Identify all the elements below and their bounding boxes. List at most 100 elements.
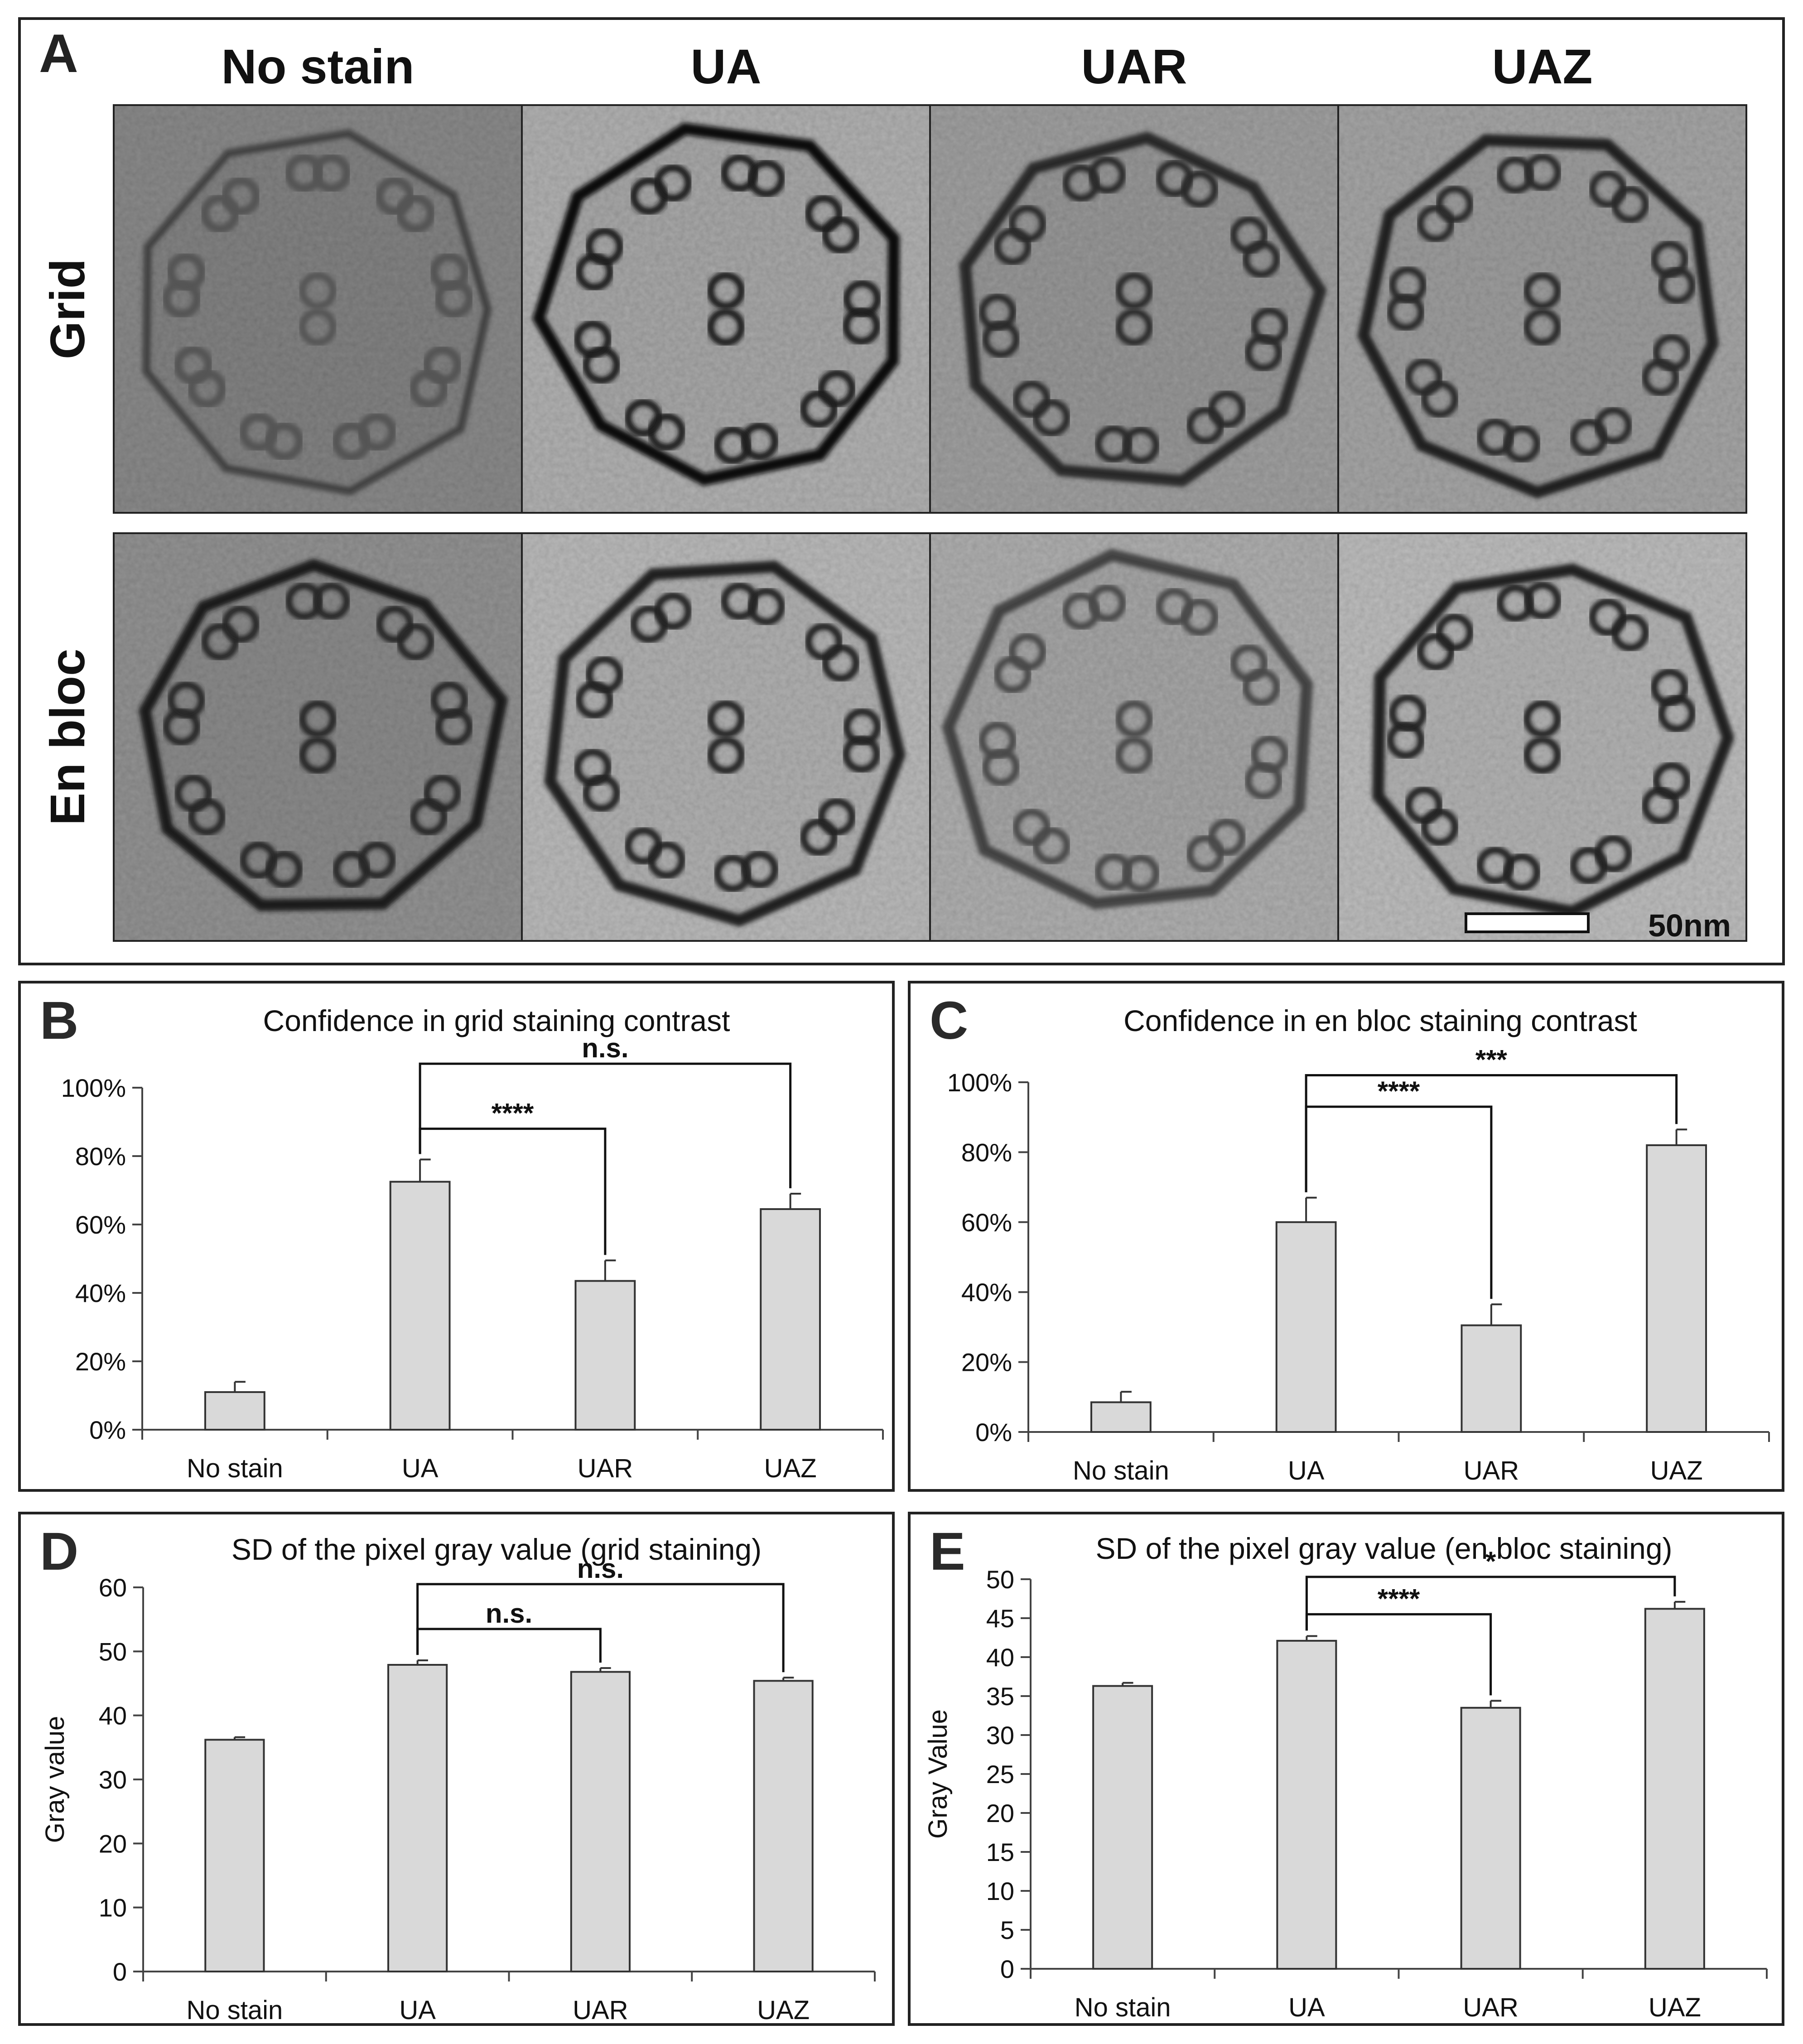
central-pair <box>1115 700 1153 774</box>
microtubule-b <box>396 622 435 661</box>
y-tick-label: 0 <box>1000 1955 1014 1983</box>
microtubule-b <box>654 592 692 631</box>
microtubule-doublet <box>376 605 435 661</box>
y-tick-label: 0 <box>113 1957 127 1986</box>
microtubule-doublet <box>332 841 396 889</box>
y-tick-label: 80% <box>961 1138 1012 1167</box>
axoneme-membrane <box>139 559 508 911</box>
microtubule-b <box>332 850 371 889</box>
microtubule-doublet <box>331 412 397 462</box>
microtubule-b <box>842 735 881 773</box>
microtubule-doublet <box>201 605 260 661</box>
microtubule-b <box>1388 266 1427 304</box>
micrograph-en-bloc-no-stain <box>114 533 522 941</box>
micrograph-en-bloc-ua <box>522 533 930 941</box>
microtubule-doublet <box>429 252 474 319</box>
bar-ua <box>387 1664 448 1973</box>
microtubule-b <box>1570 418 1608 457</box>
bar-no-stain <box>1090 1401 1152 1433</box>
chart-title: SD of the pixel gray value (grid stainin… <box>231 1533 762 1566</box>
axoneme-membrane <box>1372 563 1735 918</box>
central-pair <box>707 272 745 346</box>
x-tick-label: UAR <box>1463 1993 1518 2022</box>
microtubule-b <box>1186 406 1224 445</box>
microtubule-doublet <box>979 293 1020 358</box>
microtubule-a <box>1417 632 1455 671</box>
microtubule-doublet <box>1229 216 1281 279</box>
microtubule-doublet <box>805 194 860 254</box>
microtubule-b <box>585 227 624 266</box>
microtubule-b <box>1008 632 1046 671</box>
microtubule-doublet <box>624 827 686 879</box>
axoneme-membrane <box>959 131 1327 487</box>
chart-c: C Confidence in en bloc staining contrast… <box>930 991 1770 1485</box>
micrograph-grid-uaz <box>1338 105 1746 513</box>
y-tick-label: 40 <box>99 1702 127 1730</box>
microtubule-doublet <box>430 681 473 746</box>
microtubule-b <box>1570 846 1608 885</box>
microtubule-doublet <box>979 721 1020 786</box>
micrograph-border <box>1337 532 1747 942</box>
panel-b: B Confidence in grid staining contrast 0% 2… <box>18 981 895 1492</box>
bar-uaz <box>753 1680 814 1972</box>
microtubule-doublet <box>1650 668 1696 733</box>
microtubule-b <box>173 345 213 386</box>
y-tick-label: 40% <box>75 1279 126 1307</box>
chart-title: Confidence in en bloc staining contrast <box>1123 1004 1637 1037</box>
scale-bar <box>1465 912 1590 933</box>
y-tick-label: 20 <box>986 1799 1014 1827</box>
microtubule-b <box>1476 418 1514 457</box>
significance-bracket <box>416 1583 785 1673</box>
significance-bracket <box>1305 1074 1678 1192</box>
central-pair <box>707 700 745 774</box>
microtubule-b <box>1523 153 1562 192</box>
central-pair <box>299 700 337 774</box>
microtubule-doublet <box>410 774 462 836</box>
y-tick-label: 20% <box>75 1347 126 1376</box>
microtubule-doublet <box>1570 406 1633 457</box>
microtubule-doublet <box>800 798 856 857</box>
x-tick-label: UAZ <box>764 1454 817 1483</box>
microtubule-doublet <box>375 176 436 234</box>
column-header: UA <box>691 39 762 94</box>
microtubule-b <box>239 841 278 879</box>
micrograph-border <box>1337 104 1747 514</box>
microtubule-b <box>979 293 1017 332</box>
microtubule-b <box>800 390 838 429</box>
y-tick-label: 40% <box>961 1278 1012 1306</box>
column-header: No stain <box>221 39 414 94</box>
y-tick-label: 40 <box>986 1643 1014 1672</box>
microtubule-b <box>331 421 371 462</box>
microtubule-doublet <box>200 176 261 234</box>
microtubule-a <box>1417 204 1455 243</box>
panel-letter-a: A <box>39 23 78 84</box>
microtubule-b <box>1088 584 1127 622</box>
axoneme-membrane <box>544 560 906 927</box>
panel-a-figure: A No stain UA UAR UAZ Grid En bloc 50nm <box>39 23 1747 943</box>
panel-letter: B <box>40 991 78 1051</box>
microtubule-b <box>434 279 474 319</box>
microtubule-doublet <box>1496 153 1562 194</box>
microtubule-b <box>409 368 449 409</box>
microtubule-doublet <box>1244 735 1289 800</box>
microtubule-doublet <box>574 748 621 812</box>
microtubule-doublet <box>805 622 860 682</box>
microtubule-b <box>311 153 352 193</box>
x-tick-label: UAR <box>578 1454 633 1483</box>
row-label: Grid <box>40 259 95 359</box>
microtubule-doublet <box>624 399 686 451</box>
chart-d: D SD of the pixel gray value (grid staini… <box>40 1522 876 2023</box>
significance-label: n.s. <box>577 1553 624 1584</box>
microtubule-doublet <box>630 592 692 643</box>
bar-no-stain <box>204 1739 265 1972</box>
significance-bracket <box>1305 1576 1676 1631</box>
microtubule-doublet <box>842 280 882 345</box>
panel-letter: D <box>40 1522 78 1581</box>
microtubule-doublet <box>1570 834 1633 885</box>
bar-uaz <box>760 1208 821 1431</box>
microtubule-doublet <box>1244 307 1289 372</box>
central-microtubule <box>1523 308 1562 346</box>
panel-c: C Confidence in en bloc staining contrast… <box>908 981 1784 1492</box>
microtubule-doublet <box>161 252 207 319</box>
microtubule-b <box>574 748 612 786</box>
